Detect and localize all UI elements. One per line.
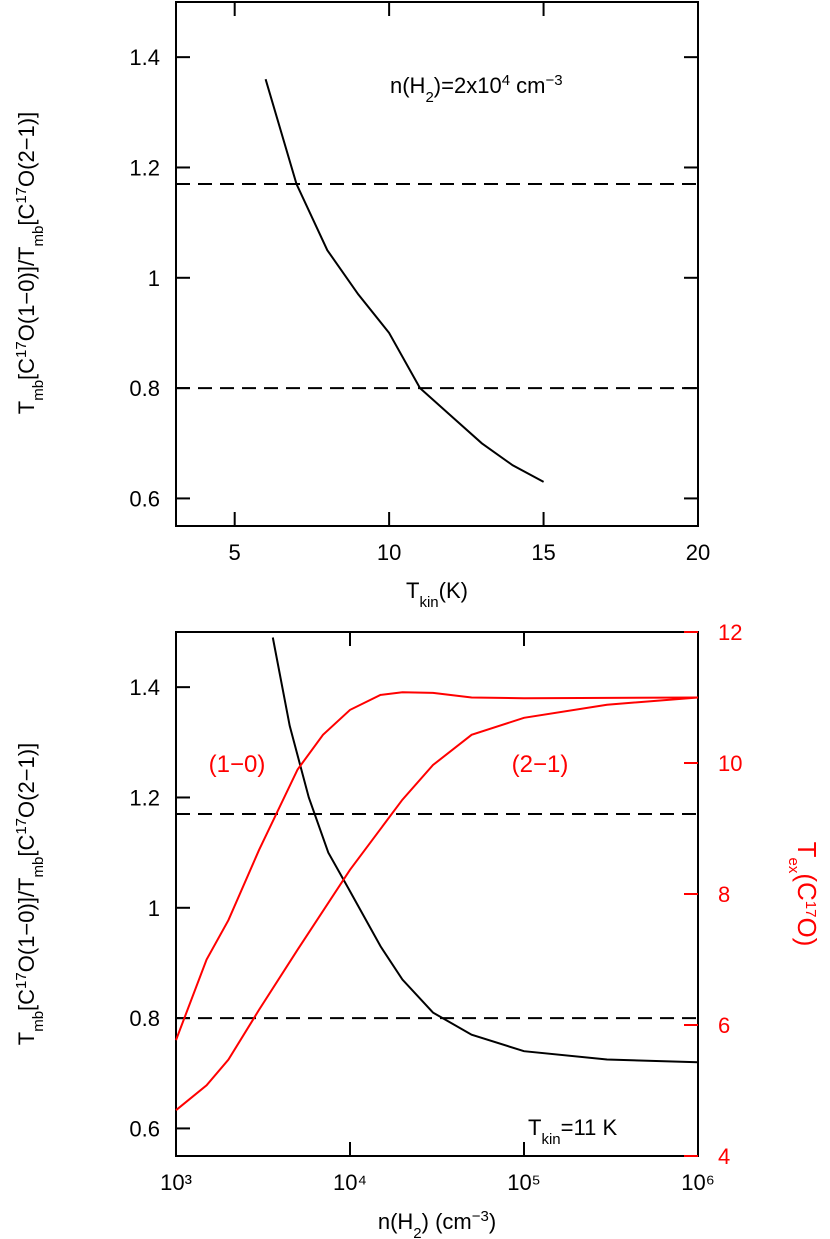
y-tick-label: 1.4 (129, 45, 160, 70)
annotation: n(H2)=2x104 cm−3 (390, 72, 563, 106)
x-tick-label: 15 (531, 540, 555, 565)
data-line (175, 696, 699, 1111)
series-label: (1−0) (209, 751, 266, 778)
x-tick-label: 5 (229, 540, 241, 565)
x-tick-label: 10⁶ (681, 1170, 715, 1195)
y-tick-label: 0.6 (129, 1116, 160, 1141)
x-tick-label: 10⁵ (507, 1170, 541, 1195)
y2-axis-label: Tex(C17O) (786, 842, 823, 947)
y-tick-label: 0.6 (129, 486, 160, 511)
y-tick-label: 0.8 (129, 376, 160, 401)
y-tick-label: 1 (148, 896, 160, 921)
y-tick-label: 0.8 (129, 1006, 160, 1031)
y2-tick-label: 12 (718, 620, 742, 645)
series-label: (2−1) (512, 751, 569, 778)
annotation: Tkin=11 K (528, 1115, 617, 1148)
x-axis-label: Tkin(K) (406, 578, 468, 611)
y2-tick-label: 10 (718, 751, 742, 776)
y2-tick-label: 8 (718, 882, 730, 907)
data-line (264, 78, 545, 483)
x-tick-label: 20 (686, 540, 710, 565)
x-tick-label: 10 (377, 540, 401, 565)
y-axis-label: Tmb[C17O(1−0)]/Tmb[C17O(2−1)] (13, 743, 47, 1045)
y-tick-label: 1 (148, 266, 160, 291)
y-tick-label: 1.2 (129, 785, 160, 810)
data-line (175, 691, 699, 1041)
y2-tick-label: 4 (718, 1144, 730, 1169)
y-axis-label: Tmb[C17O(1−0)]/Tmb[C17O(2−1)] (13, 112, 47, 414)
x-tick-label: 10³ (160, 1170, 192, 1195)
plot-frame (175, 631, 699, 1157)
y-tick-label: 1.4 (129, 675, 160, 700)
data-line (271, 637, 699, 1064)
plot-frame (175, 1, 699, 527)
y2-tick-label: 6 (718, 1013, 730, 1038)
x-axis-label: n(H2) (cm−3) (378, 1208, 496, 1239)
y-tick-label: 1.2 (129, 155, 160, 180)
x-tick-label: 10⁴ (333, 1170, 367, 1195)
